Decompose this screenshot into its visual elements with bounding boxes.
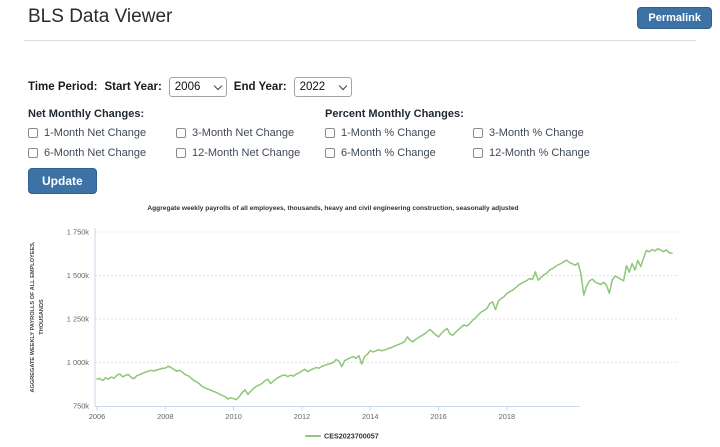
6-month-net-change-checkbox[interactable] <box>28 148 38 158</box>
x-axis-tick-label: 2006 <box>89 412 105 421</box>
x-axis-tick-label: 2008 <box>157 412 173 421</box>
x-axis-tick-label: 2010 <box>225 412 241 421</box>
net-changes-heading: Net Monthly Changes: <box>28 108 145 120</box>
1-month-pct-change-checkbox[interactable] <box>325 128 335 138</box>
series-line <box>96 247 673 401</box>
start-year-select[interactable]: 2006 <box>168 77 227 97</box>
checkbox-label: 3-Month Net Change <box>192 127 295 139</box>
checkbox-12-month-pct-change: 12-Month % Change <box>473 147 621 159</box>
checkbox-3-month-pct-change: 3-Month % Change <box>473 127 621 139</box>
checkbox-1-month-net-change: 1-Month Net Change <box>28 127 176 139</box>
checkbox-12-month-net-change: 12-Month Net Change <box>176 147 324 159</box>
3-month-pct-change-checkbox[interactable] <box>473 128 483 138</box>
12-month-pct-change-checkbox[interactable] <box>473 148 483 158</box>
end-year-select-wrap: 2022 <box>293 77 352 97</box>
checkbox-label: 12-Month % Change <box>489 147 590 159</box>
legend-item[interactable]: CES2023700057 <box>324 432 379 441</box>
checkbox-3-month-net-change: 3-Month Net Change <box>176 127 324 139</box>
checkbox-6-month-pct-change: 6-Month % Change <box>325 147 473 159</box>
checkbox-label: 1-Month % Change <box>341 127 436 139</box>
x-axis-tick-label: 2016 <box>430 412 446 421</box>
checkbox-label: 1-Month Net Change <box>44 127 147 139</box>
x-axis-tick-label: 2014 <box>362 412 378 421</box>
end-year-label: End Year: <box>233 81 287 93</box>
checkbox-6-month-net-change: 6-Month Net Change <box>28 147 176 159</box>
percent-monthly-changes-group: Percent Monthly Changes: 1-Month % Chang… <box>325 108 713 159</box>
payrolls-line-chart: Aggregate weekly payrolls of all employe… <box>0 200 720 447</box>
permalink-button[interactable]: Permalink <box>637 7 712 29</box>
y-axis-tick-label: 750k <box>73 402 89 411</box>
y-axis-tick-label: 1 250k <box>67 315 89 324</box>
1-month-net-change-checkbox[interactable] <box>28 128 38 138</box>
start-year-label: Start Year: <box>104 81 162 93</box>
x-axis-tick-label: 2012 <box>294 412 310 421</box>
12-month-net-change-checkbox[interactable] <box>176 148 186 158</box>
6-month-pct-change-checkbox[interactable] <box>325 148 335 158</box>
y-axis-title-line2: THOUSANDS <box>39 299 45 335</box>
y-axis-tick-label: 1 000k <box>67 358 89 367</box>
start-year-select-wrap: 2006 <box>168 77 227 97</box>
checkbox-label: 3-Month % Change <box>489 127 584 139</box>
percent-changes-heading: Percent Monthly Changes: <box>325 108 464 120</box>
chart-title: Aggregate weekly payrolls of all employe… <box>147 205 518 212</box>
net-monthly-changes-group: Net Monthly Changes: 1-Month Net Change … <box>28 108 320 159</box>
time-period-label: Time Period: <box>28 81 98 93</box>
checkbox-label: 12-Month Net Change <box>192 147 301 159</box>
page-title: BLS Data Viewer <box>28 6 173 27</box>
header-divider <box>24 40 696 41</box>
checkbox-label: 6-Month % Change <box>341 147 436 159</box>
checkbox-label: 6-Month Net Change <box>44 147 147 159</box>
y-axis-tick-label: 1 500k <box>67 271 89 280</box>
end-year-select[interactable]: 2022 <box>293 77 352 97</box>
x-axis-tick-label: 2018 <box>499 412 515 421</box>
y-axis-title-line1: AGGREGATE WEEKLY PAYROLLS OF ALL EMPLOYE… <box>30 241 36 392</box>
time-period-row: Time Period: Start Year: 2006 End Year: … <box>28 77 352 97</box>
y-axis-tick-label: 1 750k <box>67 228 89 237</box>
checkbox-1-month-pct-change: 1-Month % Change <box>325 127 473 139</box>
3-month-net-change-checkbox[interactable] <box>176 128 186 138</box>
update-button[interactable]: Update <box>28 168 97 194</box>
